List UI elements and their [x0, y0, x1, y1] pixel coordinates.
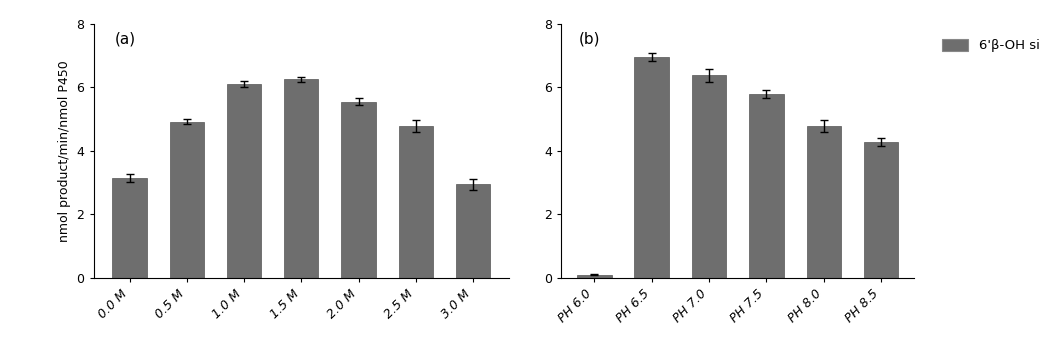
Bar [806, 126, 841, 278]
Bar [284, 79, 319, 278]
Bar [635, 57, 669, 278]
Legend: 6'β-OH simvastatin: 6'β-OH simvastatin [936, 34, 1039, 58]
Bar [749, 94, 783, 278]
Text: (a): (a) [114, 32, 135, 46]
Bar [577, 275, 612, 278]
Text: (b): (b) [579, 32, 601, 46]
Bar [456, 184, 490, 278]
Bar [342, 102, 376, 278]
Bar [169, 122, 204, 278]
Bar [112, 178, 146, 278]
Bar [399, 126, 433, 278]
Y-axis label: nmol product/min/nmol P450: nmol product/min/nmol P450 [58, 60, 71, 242]
Bar [863, 142, 899, 278]
Bar [692, 75, 726, 278]
Bar [227, 84, 261, 278]
